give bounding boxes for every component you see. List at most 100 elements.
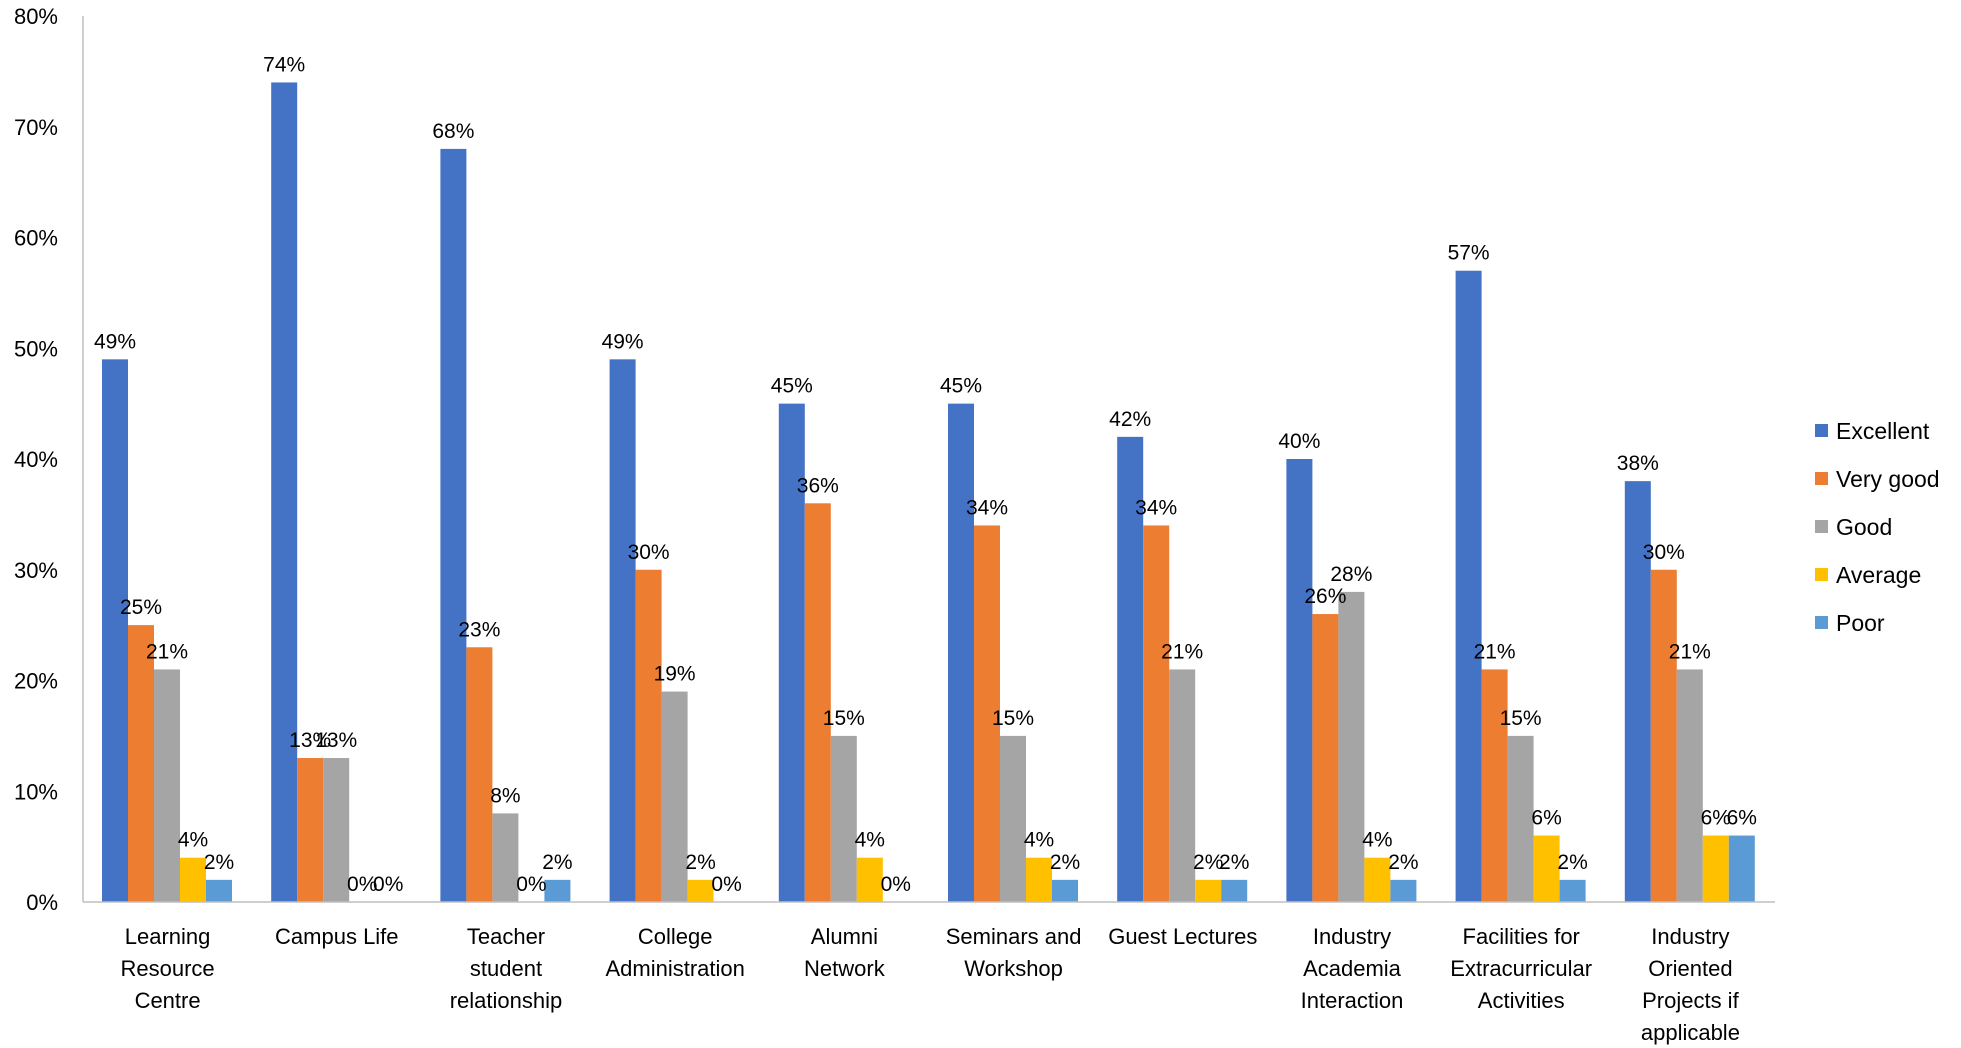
bar-poor	[544, 879, 571, 902]
bar-excellent	[1624, 481, 1651, 902]
legend: Excellent Very good Good Average Poor	[1815, 418, 1940, 636]
data-label: 28%	[1330, 563, 1372, 586]
bar-good	[1338, 591, 1365, 902]
data-label: 6%	[1531, 807, 1561, 830]
bar-average	[856, 857, 883, 902]
bars	[102, 82, 1755, 903]
category-label: Industry Oriented Projects if applicable	[1641, 924, 1740, 1045]
bar-good	[154, 669, 180, 902]
legend-item: Very good	[1815, 466, 1940, 492]
data-label: 68%	[432, 120, 474, 143]
bar-good	[1507, 735, 1534, 902]
y-tick-label: 30%	[14, 558, 58, 583]
bar-good	[492, 813, 519, 902]
bar-excellent	[948, 403, 974, 902]
data-label: 6%	[1701, 807, 1731, 830]
data-label: 45%	[771, 375, 813, 398]
data-label: 49%	[602, 330, 644, 353]
bar-average	[1195, 879, 1222, 902]
legend-label: Very good	[1836, 466, 1940, 492]
legend-swatch	[1815, 520, 1828, 533]
data-label: 2%	[685, 851, 715, 874]
legend-item: Poor	[1815, 610, 1885, 636]
legend-item: Average	[1815, 562, 1921, 588]
data-label: 2%	[1193, 851, 1223, 874]
data-label: 13%	[315, 729, 357, 752]
legend-label: Good	[1836, 514, 1892, 540]
bar-very-good	[466, 647, 493, 902]
data-label: 4%	[1024, 829, 1054, 852]
legend-label: Average	[1836, 562, 1921, 588]
data-label: 0%	[373, 873, 403, 896]
data-label: 40%	[1278, 430, 1320, 453]
data-label: 21%	[1161, 640, 1203, 663]
bar-very-good	[1650, 569, 1677, 902]
category-label: College Administration	[606, 924, 745, 981]
category-label: Teacher student relationship	[450, 924, 563, 1013]
bar-excellent	[102, 359, 128, 902]
category-label: Learning Resource Centre	[121, 924, 215, 1013]
bar-poor	[206, 879, 232, 902]
legend-item: Good	[1815, 514, 1892, 540]
data-label: 19%	[654, 663, 696, 686]
bar-good	[1169, 669, 1196, 902]
bar-average	[180, 857, 206, 902]
data-labels: 49% 74% 68% 49% 45% 45% 42% 40% 57% 38% 25% 13% 23% 3…	[94, 53, 1757, 896]
legend-swatch	[1815, 616, 1828, 629]
data-label: 2%	[1050, 851, 1080, 874]
bar-good	[830, 735, 857, 902]
bar-average	[687, 879, 714, 902]
y-tick-label: 60%	[14, 226, 58, 251]
category-label: Alumni Network	[804, 924, 886, 981]
y-tick-label: 20%	[14, 669, 58, 694]
data-label: 2%	[542, 851, 572, 874]
data-label: 2%	[1557, 851, 1587, 874]
y-tick-label: 10%	[14, 779, 58, 804]
data-label: 74%	[263, 53, 305, 76]
legend-label: Excellent	[1836, 418, 1930, 444]
bar-very-good	[635, 569, 662, 902]
bar-average	[1533, 835, 1560, 902]
y-axis: 0% 10% 20% 30% 40% 50% 60% 70% 80%	[14, 4, 84, 915]
data-label: 30%	[1643, 541, 1685, 564]
y-tick-label: 40%	[14, 447, 58, 472]
data-label: 15%	[992, 707, 1034, 730]
bar-very-good	[974, 525, 1000, 902]
legend-swatch	[1815, 424, 1828, 437]
data-label: 15%	[1500, 707, 1542, 730]
data-label: 21%	[1669, 640, 1711, 663]
data-label: 4%	[855, 829, 885, 852]
data-label: 2%	[1219, 851, 1249, 874]
bar-excellent	[609, 359, 636, 902]
legend-swatch	[1815, 568, 1828, 581]
bar-excellent	[1286, 459, 1313, 902]
category-label: Guest Lectures	[1108, 924, 1257, 949]
y-tick-label: 0%	[26, 890, 58, 915]
data-label: 2%	[1388, 851, 1418, 874]
bar-poor	[1559, 879, 1586, 902]
data-label: 49%	[94, 330, 136, 353]
category-label: Industry Academia Interaction	[1301, 924, 1404, 1013]
data-label: 23%	[458, 618, 500, 641]
data-label: 30%	[628, 541, 670, 564]
data-label: 0%	[711, 873, 741, 896]
data-label: 2%	[204, 851, 234, 874]
bar-excellent	[271, 82, 298, 902]
data-label: 34%	[966, 496, 1008, 519]
category-label: Seminars and Workshop	[946, 924, 1082, 981]
bar-very-good	[1143, 525, 1170, 902]
bar-very-good	[1481, 669, 1508, 902]
bar-poor	[1221, 879, 1248, 902]
bar-poor	[1052, 879, 1078, 902]
bar-average	[1364, 857, 1391, 902]
bar-excellent	[1455, 270, 1482, 903]
data-label: 0%	[881, 873, 911, 896]
x-axis: Learning Resource Centre Campus Life Teacher…	[83, 901, 1775, 1045]
bar-excellent	[440, 148, 467, 902]
data-label: 15%	[823, 707, 865, 730]
data-label: 4%	[178, 829, 208, 852]
data-label: 45%	[940, 375, 982, 398]
data-label: 26%	[1304, 585, 1346, 608]
